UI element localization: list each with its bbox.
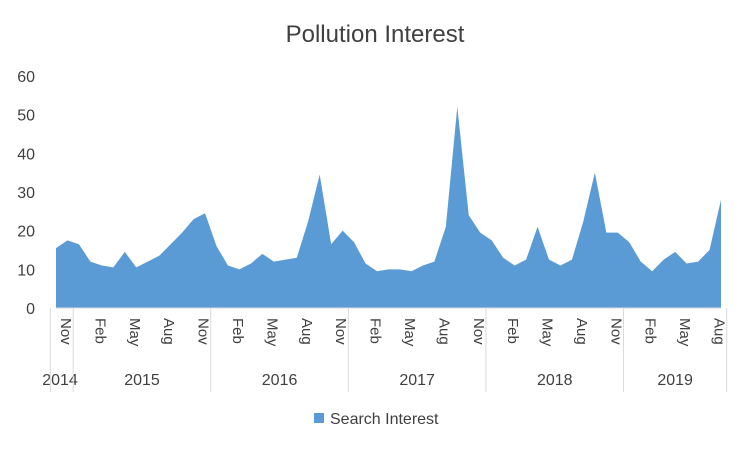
x-month-label: Aug [160, 318, 177, 345]
x-month-label: Feb [504, 318, 521, 344]
x-month-label: Nov [332, 318, 349, 345]
x-month-label: Aug [435, 318, 452, 345]
chart-title: Pollution Interest [286, 21, 465, 48]
y-tick-label: 10 [17, 262, 35, 279]
x-month-label: May [263, 318, 280, 347]
plot-area [56, 106, 721, 309]
x-year-label: 2019 [657, 372, 693, 389]
y-tick-label: 60 [17, 69, 35, 86]
y-tick-label: 0 [26, 301, 35, 318]
y-tick-label: 50 [17, 108, 35, 125]
x-month-label: Feb [642, 318, 659, 344]
x-month-label: Feb [229, 318, 246, 344]
x-year-label: 2017 [399, 372, 435, 389]
legend-label: Search Interest [330, 411, 439, 428]
x-year-label: 2014 [42, 372, 78, 389]
x-month-label: Nov [470, 318, 487, 345]
x-axis: Nov Feb May Aug Nov Feb May Aug Nov Feb May Aug Nov F… [42, 307, 728, 392]
x-month-label: Aug [573, 318, 590, 345]
x-month-label: Nov [195, 318, 212, 345]
x-month-label: Aug [298, 318, 315, 345]
y-tick-label: 40 [17, 146, 35, 163]
x-year-label: 2018 [537, 372, 573, 389]
x-month-label: May [676, 318, 693, 347]
x-month-label: May [401, 318, 418, 347]
x-year-label: 2016 [262, 372, 298, 389]
x-month-label: May [126, 318, 143, 347]
x-month-label: Nov [607, 318, 624, 345]
x-month-label: Feb [91, 318, 108, 344]
legend: Search Interest [314, 411, 439, 428]
x-month-label: May [539, 318, 556, 347]
x-month-label: Aug [711, 318, 728, 345]
x-month-label: Nov [57, 318, 74, 345]
y-tick-label: 30 [17, 185, 35, 202]
x-month-label: Feb [367, 318, 384, 344]
y-axis: 0 10 20 30 40 50 60 [17, 69, 35, 318]
legend-swatch [314, 413, 324, 423]
series-area-search-interest [56, 106, 721, 309]
y-tick-label: 20 [17, 224, 35, 241]
x-year-label: 2015 [124, 372, 160, 389]
